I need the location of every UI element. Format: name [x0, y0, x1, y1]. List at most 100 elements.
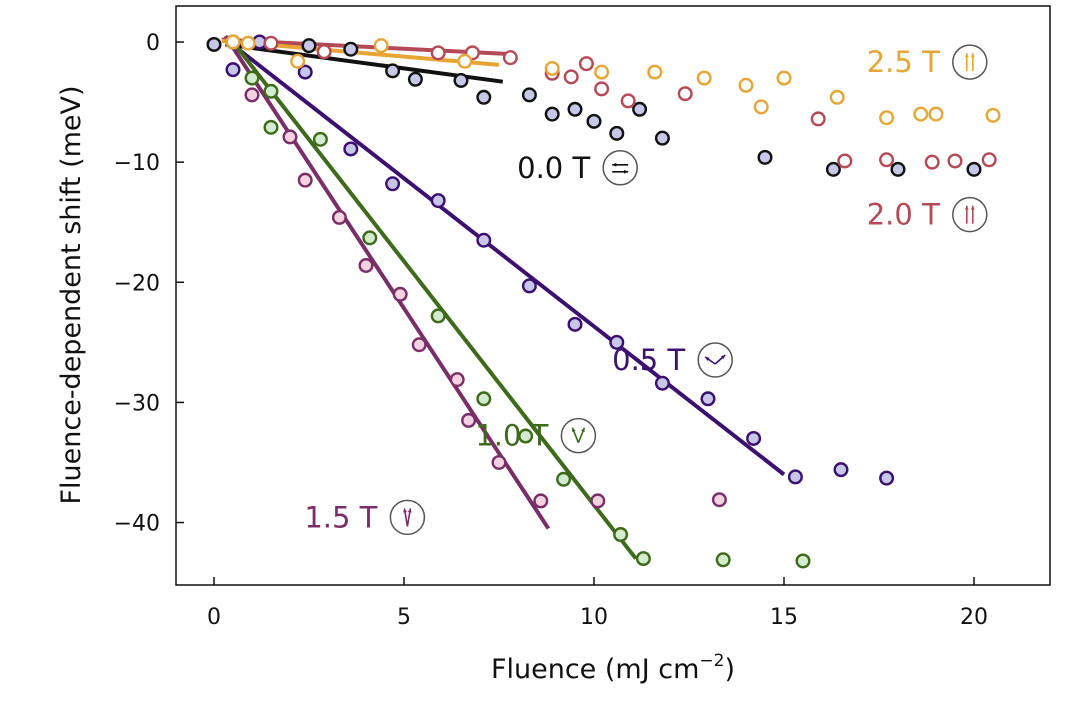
parallel-arrows-icon: [952, 196, 988, 233]
antiparallel-arrows-icon-arrowhead: [612, 162, 617, 167]
point-1-5-t-1: [282, 129, 298, 145]
x-axis-title: Fluence (mJ cm−2): [491, 651, 735, 685]
y-tick-label-4: −40: [114, 512, 160, 537]
point-2-5-t-16: [985, 107, 1001, 123]
x-tick-label-2: 10: [580, 605, 608, 630]
point-2-0-t-16: [947, 153, 963, 169]
point-0-0-t-9: [544, 106, 560, 122]
point-2-5-t-13: [879, 110, 895, 126]
point-1-5-t-4: [358, 257, 374, 273]
point-1-5-t-5: [392, 286, 408, 302]
point-0-5-t-3: [343, 141, 359, 157]
point-1-0-t-12: [795, 553, 811, 569]
point-2-0-t-9: [594, 81, 610, 97]
series-label-text: 2.5 T: [867, 45, 940, 79]
point-0-5-t-11: [700, 391, 716, 407]
canted-arrows-icon-arrowhead: [705, 356, 710, 361]
canted-arrows-icon-arrowhead: [720, 354, 726, 360]
point-2-5-t-7: [647, 64, 663, 80]
series-label-2-0-t: 2.0 T: [867, 196, 988, 233]
point-0-5-t-14: [833, 462, 849, 478]
point-1-5-t-0: [244, 87, 260, 103]
point-2-5-t-9: [738, 77, 754, 93]
point-2-0-t-2: [316, 44, 332, 60]
point-0-0-t-8: [521, 87, 537, 103]
point-2-5-t-10: [753, 99, 769, 115]
series-2-0-t: [225, 34, 997, 170]
point-0-0-t-5: [407, 71, 423, 87]
series-label-text: 0.5 T: [612, 343, 685, 377]
point-0-0-t-18: [966, 161, 982, 177]
narrow-v-arrows-icon: [389, 499, 426, 536]
point-0-5-t-7: [521, 278, 537, 294]
plot-frame: [175, 5, 1051, 586]
v-arrows-icon-arrowhead: [581, 427, 585, 433]
point-0-0-t-11: [586, 113, 602, 129]
point-2-5-t-6: [594, 64, 610, 80]
point-2-0-t-5: [502, 50, 518, 66]
point-1-5-t-7: [449, 372, 465, 388]
parallel-arrows-icon-arrowhead: [964, 205, 969, 210]
point-0-5-t-12: [746, 430, 762, 446]
point-2-5-t-1: [240, 35, 256, 51]
x-tick-label-3: 15: [770, 605, 798, 630]
x-axis-title-end: ): [724, 654, 735, 685]
data-points: [206, 34, 1001, 569]
point-1-0-t-11: [715, 552, 731, 568]
parallel-arrows-icon-arrowhead: [970, 205, 975, 210]
x-tick-label-4: 20: [960, 605, 988, 630]
antiparallel-arrows-icon-arrowhead: [624, 169, 629, 174]
point-1-5-t-6: [411, 337, 427, 353]
axis-ticks: 0 5 10 15 20 0 −10 −20 −30 −40: [114, 31, 988, 630]
series-0-5-t: [225, 34, 895, 486]
y-tick-label-1: −10: [114, 151, 160, 176]
point-2-0-t-11: [677, 86, 693, 102]
narrow-v-arrows-icon-arrowhead: [403, 508, 407, 513]
point-2-0-t-13: [837, 153, 853, 169]
point-1-0-t-0: [244, 70, 260, 86]
parallel-arrows-icon-arrowhead: [970, 53, 975, 58]
x-axis-title-main: Fluence (mJ cm: [491, 654, 699, 685]
point-1-0-t-1: [263, 83, 279, 99]
point-2-0-t-14: [879, 152, 895, 168]
point-0-0-t-4: [385, 63, 401, 79]
point-1-0-t-4: [362, 230, 378, 246]
narrow-v-arrows-icon-arrowhead: [407, 508, 412, 513]
series-label-text: 1.0 T: [475, 419, 548, 453]
point-1-5-t-12: [711, 492, 727, 508]
point-2-5-t-11: [776, 70, 792, 86]
point-0-5-t-10: [654, 375, 670, 391]
canted-arrows-icon: [697, 342, 733, 378]
point-2-5-t-15: [928, 106, 944, 122]
series-2-5-t: [225, 34, 1001, 126]
point-2-5-t-12: [829, 89, 845, 105]
series-1-5-t: [244, 87, 727, 509]
point-0-5-t-5: [430, 193, 446, 209]
point-2-5-t-4: [457, 53, 473, 69]
point-2-5-t-5: [544, 60, 560, 76]
point-1-0-t-7: [518, 428, 534, 444]
point-0-0-t-3: [343, 41, 359, 57]
point-0-0-t-10: [567, 101, 583, 117]
point-0-0-t-0: [206, 36, 222, 52]
point-2-5-t-3: [373, 38, 389, 54]
point-1-5-t-9: [491, 454, 507, 470]
series-label-text: 1.5 T: [304, 500, 377, 534]
series-label-1-0-t: 1.0 T: [475, 417, 597, 454]
point-2-0-t-7: [563, 69, 579, 85]
point-1-0-t-3: [312, 131, 328, 147]
x-tick-label-1: 5: [397, 605, 411, 630]
v-arrows-icon-arrowhead: [572, 427, 576, 433]
point-0-5-t-8: [567, 316, 583, 332]
fit-line-1-5-t: [223, 34, 551, 530]
point-0-0-t-16: [825, 161, 841, 177]
y-tick-label-2: −20: [114, 271, 160, 296]
point-0-0-t-13: [632, 101, 648, 117]
point-0-0-t-14: [654, 130, 670, 146]
point-0-0-t-7: [476, 89, 492, 105]
point-1-5-t-3: [331, 209, 347, 225]
x-axis-title-superscript: −2: [699, 651, 724, 671]
point-0-5-t-0: [225, 62, 241, 78]
point-2-0-t-15: [924, 154, 940, 170]
point-1-0-t-9: [613, 527, 629, 543]
